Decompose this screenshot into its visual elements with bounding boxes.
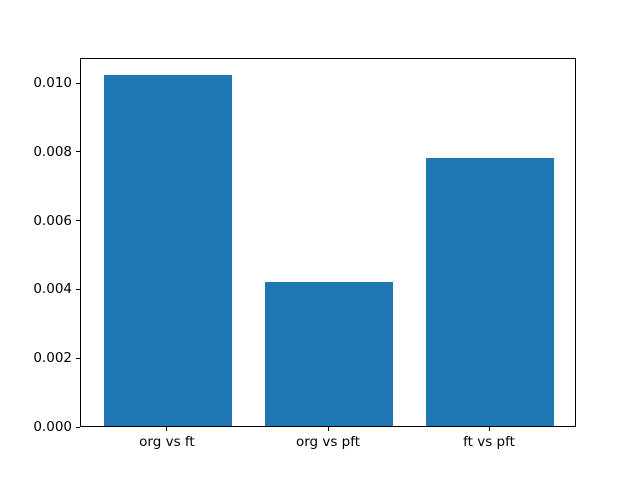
y-tick-label: 0.002 — [33, 350, 72, 367]
x-tick-label: org vs pft — [295, 434, 361, 450]
x-tick-mark — [488, 427, 490, 431]
x-tick-label: org vs ft — [139, 434, 195, 450]
y-tick-mark — [76, 288, 80, 290]
y-tick-mark — [76, 82, 80, 84]
bar — [425, 157, 555, 426]
y-tick-label: 0.006 — [33, 212, 72, 229]
bar — [103, 75, 233, 426]
y-tick-label: 0.010 — [33, 75, 72, 92]
y-tick-label: 0.004 — [33, 281, 72, 298]
y-tick-mark — [76, 151, 80, 153]
x-tick-label: ft vs pft — [463, 434, 515, 450]
plot-area — [80, 58, 576, 427]
y-tick-mark — [76, 357, 80, 359]
bar — [264, 281, 394, 426]
y-tick-mark — [76, 220, 80, 222]
y-tick-label: 0.008 — [33, 143, 72, 160]
y-tick-mark — [76, 426, 80, 428]
x-tick-mark — [327, 427, 329, 431]
x-tick-mark — [166, 427, 168, 431]
y-tick-label: 0.000 — [33, 419, 72, 435]
